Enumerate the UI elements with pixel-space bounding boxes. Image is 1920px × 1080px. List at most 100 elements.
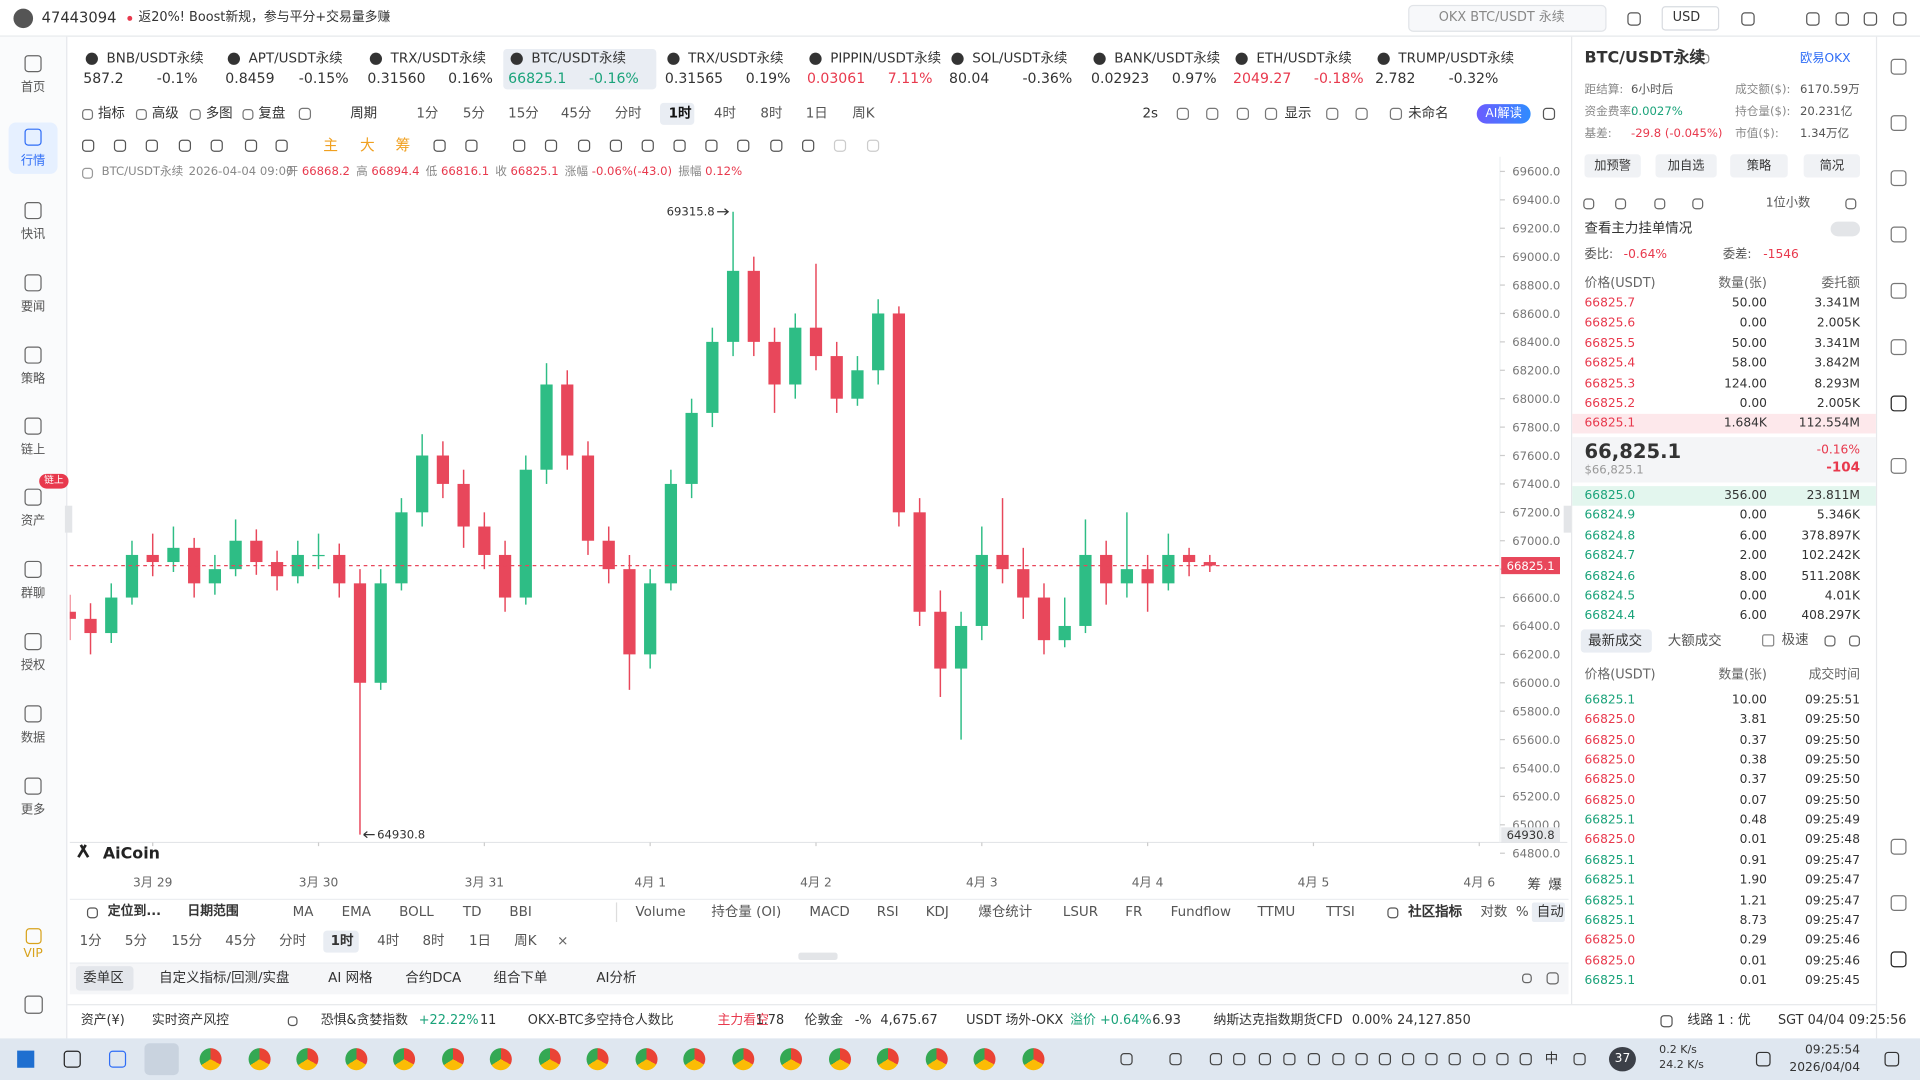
layout-name[interactable]: 未命名 <box>1408 105 1449 122</box>
icon[interactable] <box>673 139 686 152</box>
nav-item[interactable]: 群聊 <box>20 587 46 601</box>
app-icon[interactable] <box>538 1048 561 1071</box>
icon[interactable] <box>833 139 847 152</box>
ticker-name[interactable]: ETH/USDT永续 <box>1256 50 1352 67</box>
icon[interactable] <box>1546 972 1559 985</box>
icon[interactable] <box>1233 1053 1246 1066</box>
icon[interactable] <box>24 202 42 220</box>
collapse-left[interactable] <box>64 505 73 533</box>
icon[interactable] <box>1890 282 1906 299</box>
nav-item[interactable]: 行情 <box>20 154 46 169</box>
main-indicator[interactable]: EMA <box>341 903 371 920</box>
icon[interactable] <box>24 274 42 292</box>
icon[interactable] <box>1823 634 1835 646</box>
icon[interactable] <box>1699 53 1710 64</box>
icon[interactable] <box>544 139 558 152</box>
draw-tool[interactable]: 主 <box>323 136 338 154</box>
precision-select[interactable]: 1位小数 <box>1765 196 1811 210</box>
status-item[interactable]: 实时资产风控 <box>151 1012 229 1028</box>
icon[interactable] <box>705 139 718 152</box>
icon[interactable] <box>82 139 95 152</box>
icon[interactable] <box>609 139 623 152</box>
icon[interactable] <box>275 139 288 152</box>
interval-button[interactable]: 1时 <box>330 933 354 949</box>
ticker-name[interactable]: BANK/USDT永续 <box>1114 50 1221 67</box>
ticker-name[interactable]: TRX/USDT永续 <box>688 50 784 67</box>
icon[interactable] <box>1389 107 1403 120</box>
icon[interactable] <box>737 139 750 152</box>
sub-indicator[interactable]: MACD <box>809 903 850 920</box>
bottom-tab[interactable]: AI 网格 <box>328 969 373 986</box>
interval-button[interactable]: 15分 <box>508 105 539 122</box>
icon[interactable] <box>1890 114 1906 131</box>
date-range[interactable]: 日期范围 <box>187 903 239 919</box>
tray-ime[interactable]: 中 <box>1544 1050 1559 1067</box>
sub-indicator[interactable]: Fundflow <box>1170 903 1231 920</box>
icon[interactable] <box>24 55 42 73</box>
icon[interactable] <box>1890 169 1906 186</box>
app-icon[interactable] <box>344 1048 367 1071</box>
interval-button[interactable]: 周K <box>852 105 875 122</box>
sub-indicator[interactable]: RSI <box>876 903 899 920</box>
ticker-name[interactable]: APT/USDT永续 <box>248 50 343 67</box>
app-icon[interactable] <box>441 1048 464 1071</box>
icon[interactable] <box>24 488 42 506</box>
sub-indicator[interactable]: KDJ <box>925 903 949 920</box>
sub-indicator[interactable]: Volume <box>635 903 686 920</box>
icon[interactable] <box>770 139 783 152</box>
nav-item[interactable]: 首页 <box>20 81 46 95</box>
ticker-name[interactable]: TRUMP/USDT永续 <box>1398 50 1515 67</box>
trade-tab[interactable]: 大额成交 <box>1667 633 1722 649</box>
icon[interactable] <box>465 139 478 152</box>
icon[interactable] <box>1264 107 1278 120</box>
icon[interactable] <box>1892 11 1906 26</box>
app-icon-active[interactable] <box>144 1043 179 1076</box>
icon[interactable] <box>1378 1053 1392 1066</box>
icon[interactable] <box>1522 973 1532 984</box>
icon[interactable] <box>24 560 42 578</box>
ai-button[interactable]: AI解读 <box>1485 107 1522 121</box>
icon[interactable] <box>189 108 201 120</box>
icon[interactable] <box>513 139 526 152</box>
exchange-link[interactable]: 欧易OKX <box>1800 52 1851 66</box>
app-icon[interactable] <box>731 1048 754 1071</box>
icon[interactable] <box>23 994 43 1014</box>
icon[interactable] <box>24 633 42 651</box>
icon[interactable] <box>1614 197 1626 209</box>
ticker-name[interactable]: PIPPIN/USDT永续 <box>830 50 942 67</box>
icon[interactable] <box>1355 1053 1368 1066</box>
interval-button[interactable]: 分时 <box>614 105 642 122</box>
icon[interactable] <box>1626 11 1641 26</box>
ticker-name[interactable]: TRX/USDT永续 <box>390 50 486 67</box>
ai-pill[interactable] <box>1476 104 1531 124</box>
icon[interactable] <box>1307 1053 1320 1066</box>
icon[interactable] <box>1890 58 1906 75</box>
nav-item[interactable]: 授权 <box>20 659 46 673</box>
nav-item[interactable]: 链上 <box>20 443 46 458</box>
draw-tool[interactable]: 大 <box>359 136 375 154</box>
app-icon[interactable] <box>199 1048 222 1071</box>
app-icon[interactable] <box>489 1048 512 1071</box>
app-icon[interactable] <box>683 1048 706 1071</box>
icon[interactable] <box>577 139 591 152</box>
sub-indicator[interactable]: LSUR <box>1062 903 1099 920</box>
icon[interactable] <box>63 1050 81 1068</box>
interval-button[interactable]: 1日 <box>468 933 492 949</box>
icon[interactable] <box>1332 1053 1345 1066</box>
app-icon[interactable] <box>393 1048 416 1071</box>
ticker-name[interactable]: BTC/USDT永续 <box>531 50 627 67</box>
percent-scale[interactable]: % <box>1515 903 1529 920</box>
icon[interactable] <box>1425 1053 1438 1066</box>
icon[interactable] <box>1890 894 1906 911</box>
sub-indicator[interactable]: TTMU <box>1257 903 1296 920</box>
tool-button[interactable]: 指标 <box>97 105 125 122</box>
interval-button[interactable]: 8时 <box>760 105 783 122</box>
trade-tab[interactable]: 最新成交 <box>1588 633 1643 649</box>
nav-item[interactable]: 数据 <box>20 731 46 746</box>
nav-item[interactable]: 策略 <box>20 372 46 387</box>
tool-button[interactable]: 多图 <box>205 105 233 122</box>
icon[interactable] <box>135 108 147 120</box>
bottom-tab[interactable]: 自定义指标/回测/实盘 <box>159 969 290 986</box>
icon[interactable] <box>1206 107 1219 120</box>
icon[interactable] <box>1848 634 1860 646</box>
